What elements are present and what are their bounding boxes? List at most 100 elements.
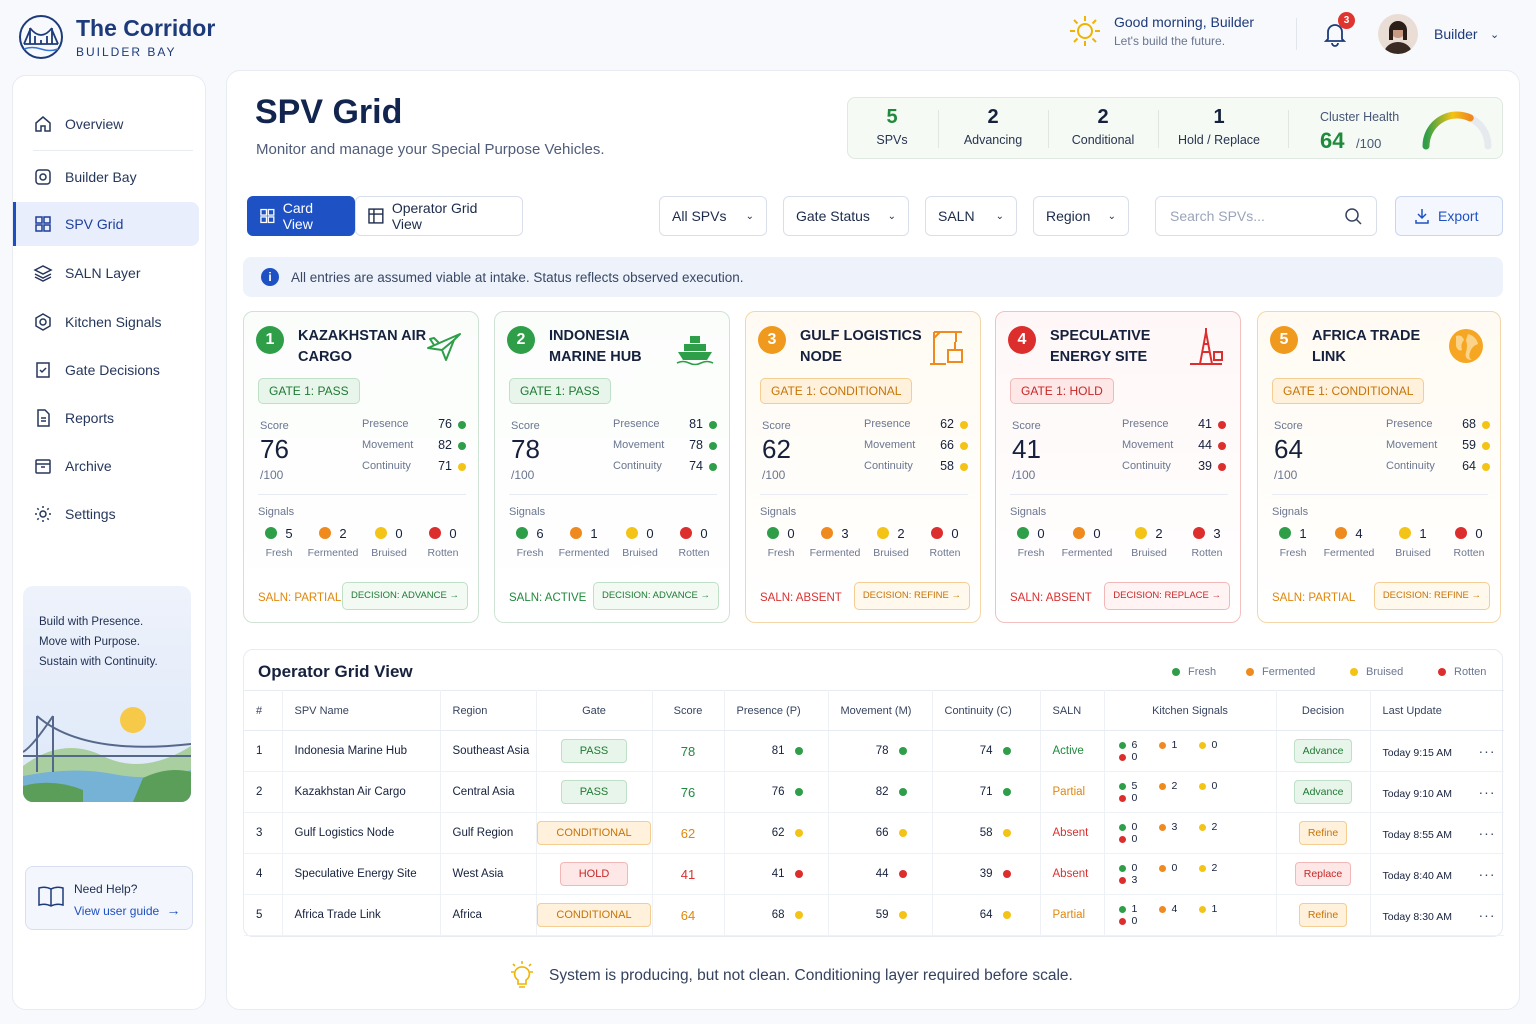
page-subtitle: Monitor and manage your Special Purpose … xyxy=(256,141,605,158)
column-header[interactable]: Region xyxy=(440,690,537,731)
signal-count: 1 xyxy=(1158,739,1199,751)
more-options-icon[interactable]: ··· xyxy=(1478,784,1496,800)
sidebar-item-builder-bay[interactable]: Builder Bay xyxy=(13,155,207,199)
sidebar-item-kitchen-signals[interactable]: Kitchen Signals xyxy=(13,300,207,344)
column-header[interactable]: # xyxy=(244,690,283,731)
gate-cell: PASS xyxy=(536,730,653,772)
layers-icon xyxy=(33,265,53,282)
decision-pill[interactable]: Refine xyxy=(1298,821,1348,845)
signal-value: 3 xyxy=(1171,821,1178,833)
spv-name[interactable]: Africa Trade Link xyxy=(282,894,441,936)
sidebar-item-reports[interactable]: Reports xyxy=(13,396,207,440)
decision-button[interactable]: DECISION: ADVANCE → xyxy=(592,582,719,610)
table-row[interactable]: 1 Indonesia Marine Hub Southeast Asia PASS 7… xyxy=(244,730,1504,772)
signal-dot xyxy=(1158,864,1166,872)
avatar[interactable] xyxy=(1378,14,1418,54)
filter-saln[interactable]: SALN ⌄ xyxy=(925,196,1017,236)
more-options-icon[interactable]: ··· xyxy=(1478,825,1496,841)
filter-region[interactable]: Region ⌄ xyxy=(1033,196,1129,236)
user-name[interactable]: Builder xyxy=(1434,26,1478,42)
bridge-logo-icon xyxy=(19,15,63,59)
more-options-icon[interactable]: ··· xyxy=(1478,743,1496,759)
operator-grid-view-button[interactable]: Operator Grid View xyxy=(355,196,523,236)
column-header[interactable]: Last Update xyxy=(1370,690,1504,731)
score-label: Score xyxy=(260,420,289,432)
table-row[interactable]: 5 Africa Trade Link Africa CONDITIONAL 64 68 5… xyxy=(244,894,1504,936)
spv-name[interactable]: Kazakhstan Air Cargo xyxy=(282,771,441,813)
spv-card[interactable]: 4 SPECULATIVE ENERGY SITE GATE 1: HOLD S… xyxy=(995,311,1241,623)
signal-fresh: 0 Fresh xyxy=(1004,526,1058,559)
spv-name[interactable]: Speculative Energy Site xyxy=(282,853,441,895)
notification-badge: 3 xyxy=(1338,12,1355,29)
sidebar-item-settings[interactable]: Settings xyxy=(13,492,207,536)
decision-button[interactable]: DECISION: ADVANCE → xyxy=(341,582,468,610)
column-header[interactable]: Decision xyxy=(1276,690,1371,731)
decision-cell: Refine xyxy=(1276,894,1371,936)
decision-button[interactable]: DECISION: REFINE → xyxy=(1373,582,1490,610)
help-box[interactable]: Need Help? View user guide → xyxy=(25,866,193,930)
sidebar-item-spv-grid[interactable]: SPV Grid xyxy=(13,202,199,246)
decision-button[interactable]: DECISION: REPLACE → xyxy=(1104,582,1230,610)
column-header[interactable]: Score xyxy=(652,690,725,731)
table-row[interactable]: 4 Speculative Energy Site West Asia HOLD 41 4… xyxy=(244,853,1504,895)
stat-value: 2 xyxy=(987,106,999,128)
sidebar-item-archive[interactable]: Archive xyxy=(13,444,207,488)
metric-label: Movement xyxy=(1122,439,1174,451)
column-header[interactable]: Movement (M) xyxy=(828,690,933,731)
export-button[interactable]: Export xyxy=(1395,196,1503,236)
column-header[interactable]: SALN xyxy=(1040,690,1105,731)
metric-cell: 71 xyxy=(932,771,1041,813)
signal-label: Fermented xyxy=(1323,547,1375,559)
metric-value: 64 xyxy=(1462,459,1476,473)
metric-value: 66 xyxy=(940,438,954,452)
score-of: /100 xyxy=(1274,468,1298,482)
sidebar-item-saln-layer[interactable]: SALN Layer xyxy=(13,251,207,295)
brand[interactable]: The Corridor BUILDER BAY xyxy=(18,14,215,60)
status-dot xyxy=(1482,421,1490,429)
metric-value: 74 xyxy=(979,745,993,757)
search-input[interactable]: Search SPVs... xyxy=(1155,196,1377,236)
info-banner: i All entries are assumed viable at inta… xyxy=(243,257,1503,297)
decision-pill[interactable]: Advance xyxy=(1293,780,1353,804)
signal-value: 0 xyxy=(1211,739,1218,751)
decision-pill[interactable]: Refine xyxy=(1298,903,1348,927)
spv-name[interactable]: Indonesia Marine Hub xyxy=(282,730,441,772)
decision-pill[interactable]: Advance xyxy=(1293,739,1353,763)
grid-icon xyxy=(35,216,51,232)
column-header[interactable]: Continuity (C) xyxy=(932,690,1041,731)
spv-card[interactable]: 1 KAZAKHSTAN AIR CARGO GATE 1: PASS Scor… xyxy=(243,311,479,623)
decision-button[interactable]: DECISION: REFINE → xyxy=(853,582,970,610)
column-header[interactable]: Gate xyxy=(536,690,653,731)
spv-card[interactable]: 2 INDONESIA MARINE HUB GATE 1: PASS Scor… xyxy=(494,311,730,623)
card-view-button[interactable]: Card View xyxy=(247,196,355,236)
metric-label: Continuity xyxy=(864,460,913,472)
help-link[interactable]: View user guide → xyxy=(74,902,181,918)
table-row[interactable]: 3 Gulf Logistics Node Gulf Region CONDITION… xyxy=(244,812,1504,854)
signal-count: 1 xyxy=(1118,903,1159,915)
bell-icon[interactable] xyxy=(1320,18,1350,48)
more-options-icon[interactable]: ··· xyxy=(1478,866,1496,882)
score-value: 64 xyxy=(1274,434,1303,464)
status-dot xyxy=(1482,442,1490,450)
spv-card[interactable]: 3 GULF LOGISTICS NODE GATE 1: CONDITIONA… xyxy=(745,311,981,623)
decision-pill[interactable]: Replace xyxy=(1294,862,1352,886)
filter-gate-status[interactable]: Gate Status ⌄ xyxy=(783,196,909,236)
signal-dot xyxy=(1198,782,1206,790)
sidebar-item-gate-decisions[interactable]: Gate Decisions xyxy=(13,348,207,392)
column-header[interactable]: Kitchen Signals xyxy=(1104,690,1277,731)
card-number: 2 xyxy=(507,326,535,354)
spv-name[interactable]: Gulf Logistics Node xyxy=(282,812,441,854)
column-header[interactable]: Presence (P) xyxy=(724,690,829,731)
stat-divider xyxy=(1048,110,1049,148)
status-dot xyxy=(709,463,717,471)
signal-value: 0 xyxy=(1131,821,1138,833)
chevron-down-icon[interactable]: ⌄ xyxy=(1490,29,1500,41)
column-header[interactable]: SPV Name xyxy=(282,690,441,731)
decision-label: DECISION: ADVANCE xyxy=(601,590,698,601)
filter-all-spvs[interactable]: All SPVs ⌄ xyxy=(659,196,767,236)
sidebar-item-overview[interactable]: Overview xyxy=(13,102,207,146)
more-options-icon[interactable]: ··· xyxy=(1478,907,1496,923)
spv-card[interactable]: 5 AFRICA TRADE LINK GATE 1: CONDITIONAL … xyxy=(1257,311,1501,623)
grid-icon xyxy=(260,208,275,224)
table-row[interactable]: 2 Kazakhstan Air Cargo Central Asia PASS 76 7… xyxy=(244,771,1504,813)
